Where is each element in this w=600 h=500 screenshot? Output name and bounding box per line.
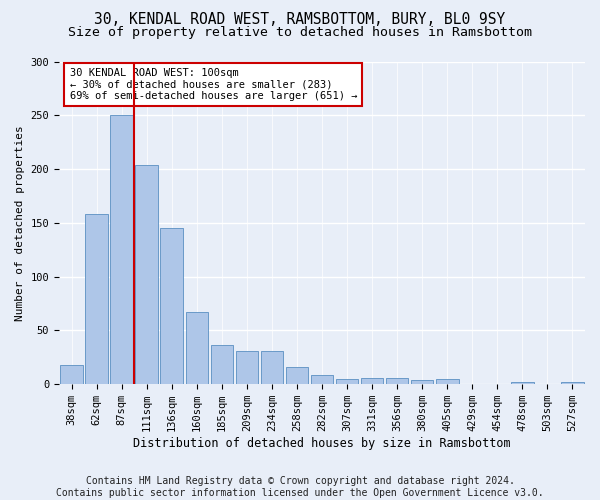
Bar [286, 367, 308, 384]
Bar [160, 228, 183, 384]
Text: Size of property relative to detached houses in Ramsbottom: Size of property relative to detached ho… [68, 26, 532, 39]
Bar [311, 374, 333, 384]
Bar [511, 382, 533, 384]
Text: Contains HM Land Registry data © Crown copyright and database right 2024.
Contai: Contains HM Land Registry data © Crown c… [56, 476, 544, 498]
Bar [561, 382, 584, 384]
Text: 30, KENDAL ROAD WEST, RAMSBOTTOM, BURY, BL0 9SY: 30, KENDAL ROAD WEST, RAMSBOTTOM, BURY, … [94, 12, 506, 28]
Bar [260, 351, 283, 384]
Bar [110, 116, 133, 384]
Bar [211, 346, 233, 384]
Bar [136, 165, 158, 384]
Bar [411, 380, 433, 384]
Text: 30 KENDAL ROAD WEST: 100sqm
← 30% of detached houses are smaller (283)
69% of se: 30 KENDAL ROAD WEST: 100sqm ← 30% of det… [70, 68, 357, 101]
Bar [361, 378, 383, 384]
Bar [336, 379, 358, 384]
Bar [60, 365, 83, 384]
Bar [85, 214, 108, 384]
Bar [236, 351, 258, 384]
Bar [386, 378, 409, 384]
Bar [436, 379, 458, 384]
Bar [185, 312, 208, 384]
Y-axis label: Number of detached properties: Number of detached properties [15, 125, 25, 320]
X-axis label: Distribution of detached houses by size in Ramsbottom: Distribution of detached houses by size … [133, 437, 511, 450]
